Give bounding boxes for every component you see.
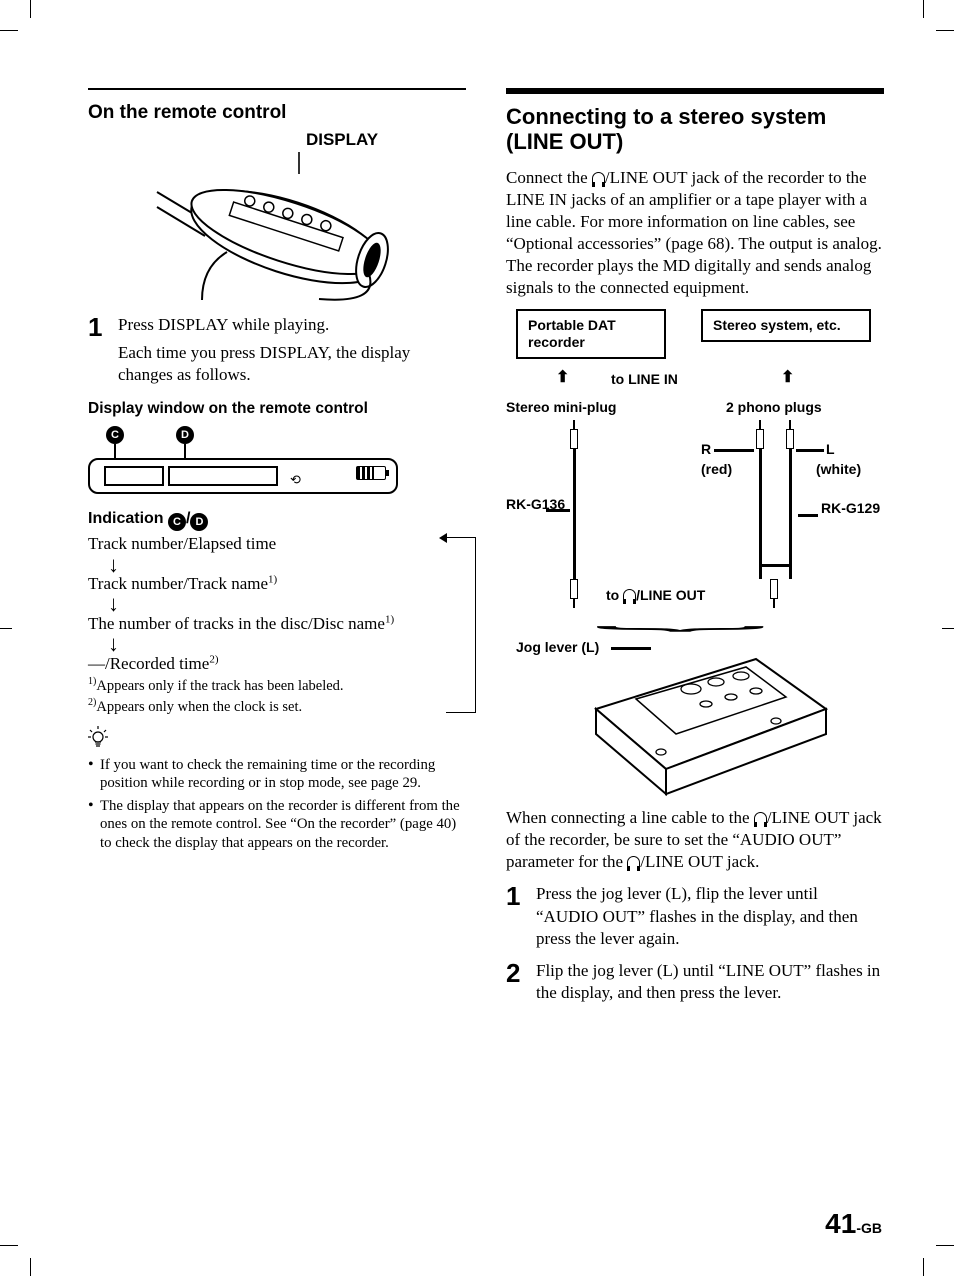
after-diagram-paragraph: When connecting a line cable to the /LIN… <box>506 807 884 873</box>
label-mini-plug: Stereo mini-plug <box>506 399 616 415</box>
indication-sequence: Track number/Elapsed time ↓ Track number… <box>88 533 466 674</box>
footnote-2: 2)Appears only when the clock is set. <box>88 697 466 716</box>
right-column: Connecting to a stereo system (LINE OUT)… <box>506 88 884 1010</box>
label-white: (white) <box>816 461 861 477</box>
footnote-1: 1)Appears only if the track has been lab… <box>88 676 466 695</box>
fn-text: Appears only when the clock is set. <box>96 699 302 715</box>
seq-item: The number of tracks in the disc/Disc na… <box>88 613 466 634</box>
seq-sup: 1) <box>385 613 394 625</box>
indication-heading: Indication C/D <box>88 510 466 531</box>
label-r: R <box>701 441 711 457</box>
step-text: Press the jog lever (L), flip the lever … <box>536 883 884 949</box>
subhead-display-window: Display window on the remote control <box>88 400 466 418</box>
step-number: 2 <box>506 960 536 986</box>
seq-item: —/Recorded time2) <box>88 653 466 674</box>
label-red: (red) <box>701 461 732 477</box>
rule-left <box>88 88 466 90</box>
up-arrow-icon: ⬆ <box>781 367 794 387</box>
callout-d-inline: D <box>190 513 208 531</box>
heading-lineout: Connecting to a stereo system (LINE OUT) <box>506 104 884 155</box>
recorder-illustration <box>556 649 836 809</box>
intro-paragraph: Connect the /LINE OUT jack of the record… <box>506 167 884 300</box>
seq-sup: 2) <box>209 653 218 665</box>
box-stereo: Stereo system, etc. <box>701 309 871 342</box>
seq-text: The number of tracks in the disc/Disc na… <box>88 614 385 633</box>
headphone-icon <box>627 856 640 869</box>
down-arrow-icon: ↓ <box>108 595 466 613</box>
tip-icon <box>88 726 466 754</box>
right-step-1: 1 Press the jog lever (L), flip the leve… <box>506 883 884 949</box>
heading-remote: On the remote control <box>88 102 466 124</box>
rule-right <box>506 88 884 94</box>
headphone-icon <box>623 589 636 602</box>
right-step-2: 2 Flip the jog lever (L) until “LINE OUT… <box>506 960 884 1004</box>
seq-item: Track number/Track name1) <box>88 573 466 594</box>
para-text: When connecting a line cable to the <box>506 808 754 827</box>
callout-d: D <box>176 426 194 444</box>
page-number: 41-GB <box>825 1208 882 1240</box>
page-number-suffix: -GB <box>856 1220 882 1236</box>
para-text: /LINE OUT jack. <box>640 852 759 871</box>
label-rk-g129: RK-G129 <box>821 501 880 516</box>
down-arrow-icon: ↓ <box>108 556 466 574</box>
label-l: L <box>826 441 835 457</box>
remote-illustration <box>147 152 407 302</box>
step-text: Flip the jog lever (L) until “LINE OUT” … <box>536 960 884 1004</box>
label-rk-g136: RK-G136 <box>506 497 565 512</box>
seq-item: Track number/Elapsed time <box>88 533 466 554</box>
step-text: Each time you press DISPLAY, the display… <box>118 342 466 386</box>
tip-item: If you want to check the remaining time … <box>88 756 466 793</box>
intro-text: /LINE OUT jack of the recorder to the LI… <box>506 168 882 297</box>
label-to-line-in: to LINE IN <box>611 371 678 387</box>
seq-text: —/Recorded time <box>88 654 209 673</box>
box-dat: Portable DAT recorder <box>516 309 666 359</box>
left-column: On the remote control DISPLAY 1 <box>88 88 466 1010</box>
headphone-icon <box>754 812 767 825</box>
tips-list: If you want to check the remaining time … <box>88 756 466 852</box>
callout-c-inline: C <box>168 513 186 531</box>
left-step-1: 1 Press DISPLAY while playing. Each time… <box>88 314 466 386</box>
label-to-line-out: to /LINE OUT <box>606 587 705 603</box>
callout-c: C <box>106 426 124 444</box>
intro-text: Connect the <box>506 168 592 187</box>
step-text: Press DISPLAY while playing. <box>118 314 466 336</box>
seq-text: Track number/Track name <box>88 574 268 593</box>
display-callout-label: DISPLAY <box>218 130 466 150</box>
loop-arrow <box>446 537 476 713</box>
page-number-value: 41 <box>825 1208 856 1239</box>
headphone-icon <box>592 172 605 185</box>
step-number: 1 <box>506 883 536 909</box>
connection-diagram: Portable DAT recorder Stereo system, etc… <box>506 309 884 799</box>
down-arrow-icon: ↓ <box>108 635 466 653</box>
brace-icon: ⏟ <box>594 603 767 631</box>
tip-item: The display that appears on the recorder… <box>88 797 466 852</box>
seq-sup: 1) <box>268 573 277 585</box>
fn-text: Appears only if the track has been label… <box>96 678 343 694</box>
indication-heading-text: Indication <box>88 510 168 527</box>
label-phono-plugs: 2 phono plugs <box>726 399 822 415</box>
up-arrow-icon: ⬆ <box>556 367 569 387</box>
step-number: 1 <box>88 314 118 340</box>
display-window-figure: C D ⟲ <box>88 426 408 496</box>
